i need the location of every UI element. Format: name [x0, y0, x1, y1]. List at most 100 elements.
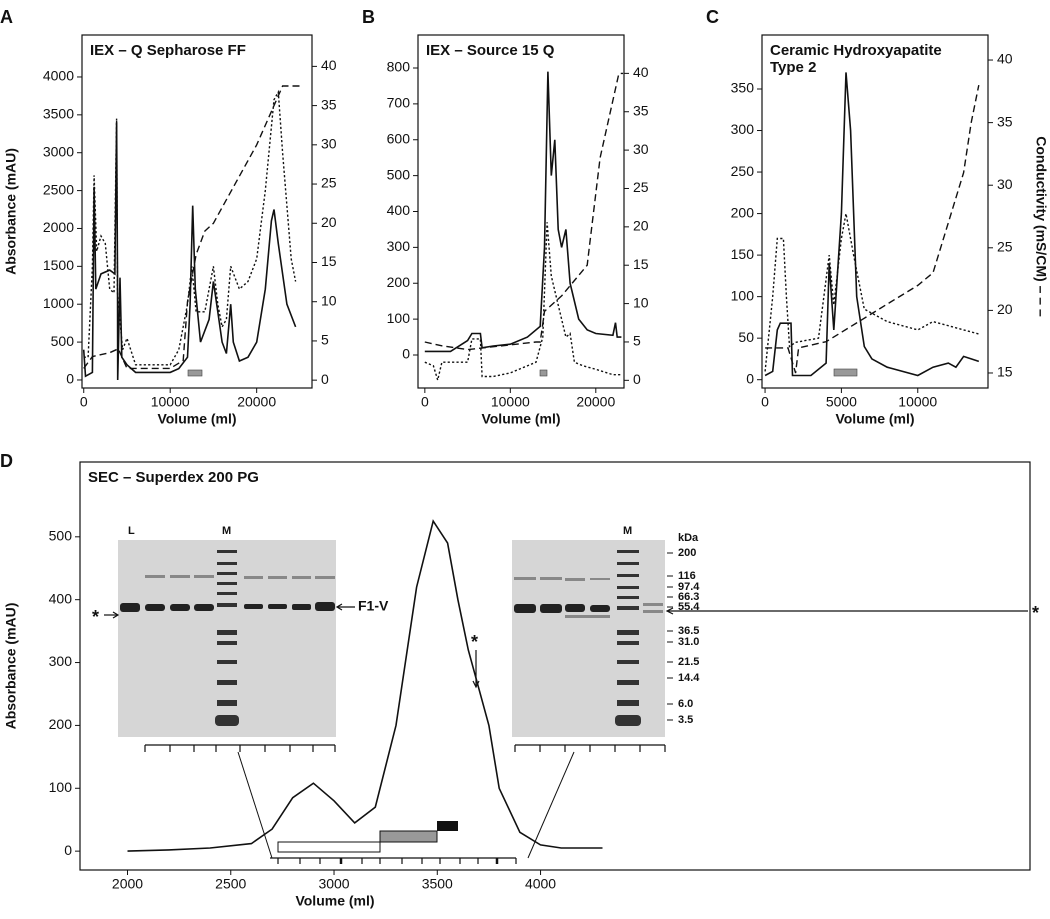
gel-marker-label: 31.0 — [678, 636, 699, 648]
star-label: * — [471, 632, 478, 652]
gel-marker-label: 200 — [678, 547, 696, 559]
y2-axis-label: Conductivity (mS/CM) – – – — [1033, 136, 1049, 317]
x-tick-label: 10000 — [898, 394, 937, 410]
data-line — [82, 122, 297, 381]
x-axis-label: Volume (ml) — [295, 893, 374, 909]
y2-tick-label: 0 — [633, 371, 641, 387]
y-tick-label: 800 — [387, 59, 411, 75]
chart-title: IEX – Source 15 Q — [426, 42, 555, 59]
y2-tick-label: 20 — [633, 218, 649, 234]
y-tick-label: 600 — [387, 130, 411, 146]
y-tick-label: 300 — [731, 121, 755, 137]
panel-letter: D — [0, 451, 13, 471]
y-tick-label: 0 — [746, 370, 754, 386]
pool-marker — [277, 841, 381, 853]
gel-marker-label: 116 — [678, 570, 696, 582]
y-tick-label: 500 — [51, 333, 75, 349]
y2-tick-label: 40 — [997, 51, 1013, 67]
y2-tick-label: 15 — [997, 364, 1013, 380]
y-tick-label: 200 — [387, 274, 411, 290]
panel-letter: A — [0, 7, 13, 27]
y2-tick-label: 0 — [321, 371, 329, 387]
y-tick-label: 250 — [731, 163, 755, 179]
y-tick-label: 300 — [49, 653, 73, 669]
y-tick-label: 0 — [64, 842, 72, 858]
y-tick-label: 2000 — [43, 219, 74, 235]
plot-frame — [81, 34, 313, 389]
plot-frame — [79, 461, 1031, 871]
y2-tick-label: 15 — [321, 253, 337, 269]
gel-marker-label: 21.5 — [678, 656, 699, 668]
y-axis-label: Absorbance (mAU) — [3, 603, 19, 730]
y2-tick-label: 20 — [321, 214, 337, 230]
y-tick-label: 400 — [49, 590, 73, 606]
data-line — [424, 72, 624, 351]
gel-marker-label: 55.4 — [678, 601, 700, 613]
star-label: * — [1032, 603, 1039, 623]
x-axis-label: Volume (ml) — [835, 411, 914, 427]
x-tick-label: 2500 — [215, 876, 246, 892]
data-line — [83, 89, 297, 366]
y-tick-label: 400 — [387, 202, 411, 218]
y-tick-label: 200 — [731, 204, 755, 220]
x-tick-label: 3000 — [318, 876, 349, 892]
y-tick-label: 100 — [731, 287, 755, 303]
x-tick-label: 3500 — [422, 876, 453, 892]
star-label: * — [92, 607, 99, 627]
y-tick-label: 0 — [66, 371, 74, 387]
band-label: F1-V — [358, 598, 389, 614]
data-line — [424, 222, 622, 383]
plot-frame — [761, 34, 989, 389]
pool-marker — [437, 821, 458, 831]
y-tick-label: 3000 — [43, 143, 74, 159]
y-tick-label: 50 — [738, 329, 754, 345]
panel-letter: B — [362, 7, 375, 27]
y2-tick-label: 25 — [633, 179, 649, 195]
y2-tick-label: 30 — [321, 136, 337, 152]
chart-title: SEC – Superdex 200 PG — [88, 469, 259, 486]
gel-marker-label: 97.4 — [678, 581, 700, 593]
y-tick-label: 2500 — [43, 181, 74, 197]
gel-marker-label: 66.3 — [678, 591, 699, 603]
data-line — [83, 85, 300, 370]
y2-tick-label: 30 — [997, 176, 1013, 192]
y2-tick-label: 40 — [321, 57, 337, 73]
data-line — [764, 72, 980, 377]
y2-tick-label: 35 — [997, 113, 1013, 129]
gel-lane-label: L — [128, 525, 135, 537]
y-tick-label: 350 — [731, 80, 755, 96]
gel-marker-label: 14.4 — [678, 672, 700, 684]
gel-unit: kDa — [678, 532, 699, 544]
y2-tick-label: 20 — [997, 301, 1013, 317]
y-tick-label: 3500 — [43, 106, 74, 122]
y-tick-label: 0 — [402, 346, 410, 362]
chart-title: IEX – Q Sepharose FF — [90, 42, 246, 59]
y-tick-label: 200 — [49, 716, 73, 732]
x-tick-label: 2000 — [112, 876, 143, 892]
fraction-ruler — [144, 744, 666, 864]
data-line — [424, 71, 622, 353]
chart-title: Ceramic Hydroxyapatite Type 2 — [770, 42, 942, 76]
gel-marker-label: 6.0 — [678, 698, 693, 710]
data-line — [127, 519, 603, 852]
x-tick-label: 4000 — [525, 876, 556, 892]
y-tick-label: 1000 — [43, 295, 74, 311]
y2-tick-label: 30 — [633, 141, 649, 157]
gel-marker-label: 36.5 — [678, 625, 699, 637]
pool-marker — [379, 830, 438, 843]
x-tick-label: 10000 — [151, 394, 190, 410]
y2-tick-label: 40 — [633, 64, 649, 80]
y-tick-label: 100 — [49, 779, 73, 795]
x-axis-label: Volume (ml) — [481, 411, 560, 427]
y-tick-label: 4000 — [43, 68, 74, 84]
x-tick-label: 20000 — [576, 394, 615, 410]
x-tick-label: 0 — [80, 394, 88, 410]
data-line — [764, 213, 979, 372]
data-line — [765, 84, 980, 374]
y2-tick-label: 25 — [321, 175, 337, 191]
pool-marker — [833, 368, 858, 377]
y-tick-label: 150 — [731, 246, 755, 262]
x-tick-label: 0 — [761, 394, 769, 410]
